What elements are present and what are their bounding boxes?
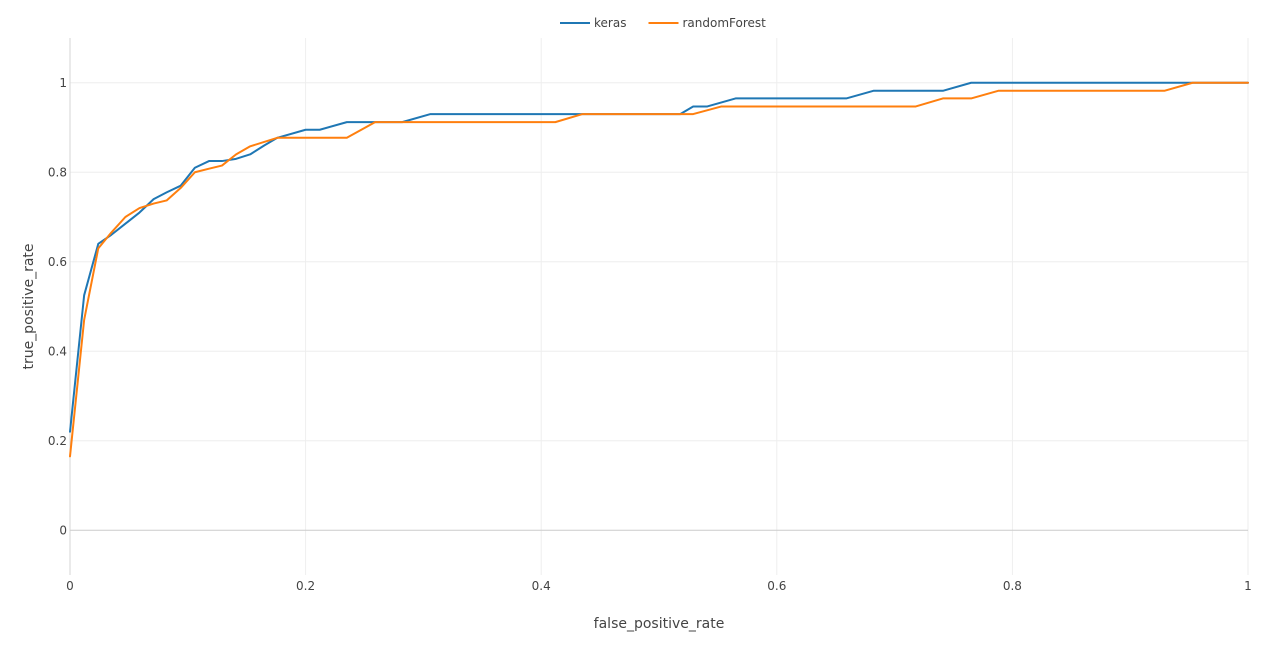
legend-label: randomForest: [683, 16, 767, 30]
y-tick-label: 0.2: [48, 434, 67, 448]
x-tick-label: 1: [1244, 579, 1252, 593]
series-line-randomForest: [69, 81, 1249, 458]
legend-item-randomForest[interactable]: randomForest: [648, 16, 767, 30]
y-tick-label: 0: [59, 523, 67, 537]
y-axis-ticks: 0 0.2 0.4 0.6 0.8 1: [48, 76, 67, 538]
y-tick-label: 0.8: [48, 165, 67, 179]
x-tick-label: 0.6: [767, 579, 786, 593]
legend-item-keras[interactable]: keras: [560, 16, 626, 30]
legend-label: keras: [594, 16, 626, 30]
gridlines: [69, 38, 1249, 575]
y-tick-label: 1: [59, 76, 67, 90]
series-line-keras: [69, 81, 1249, 433]
y-tick-label: 0.6: [48, 255, 67, 269]
legend[interactable]: keras randomForest: [560, 16, 766, 30]
x-tick-label: 0.4: [532, 579, 551, 593]
x-tick-label: 0: [66, 579, 74, 593]
y-axis-title: true_positive_rate: [21, 243, 37, 369]
x-tick-label: 0.8: [1003, 579, 1022, 593]
x-axis-title: false_positive_rate: [594, 616, 725, 632]
x-axis-ticks: 0 0.2 0.4 0.6 0.8 1: [66, 579, 1252, 593]
series-lines: [69, 81, 1249, 458]
y-tick-label: 0.4: [48, 344, 67, 358]
x-tick-label: 0.2: [296, 579, 315, 593]
